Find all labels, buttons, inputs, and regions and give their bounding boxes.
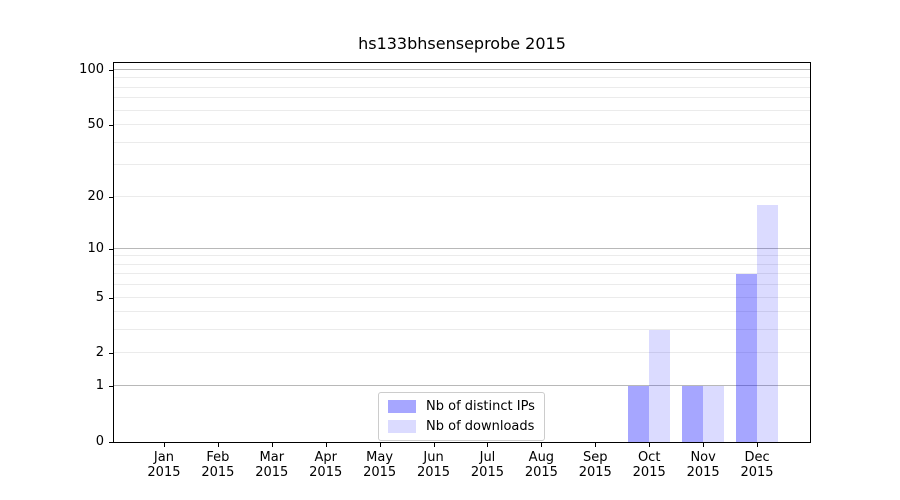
gridline-minor-2 bbox=[114, 352, 810, 354]
legend-row-downloads: Nb of downloads bbox=[388, 418, 535, 435]
distinct-ips-label: Nb of distinct IPs bbox=[426, 399, 535, 414]
gridline-minor-9 bbox=[114, 255, 810, 257]
x-tick-label-jan: Jan 2015 bbox=[147, 450, 181, 480]
gridline-minor-3 bbox=[114, 329, 810, 331]
y-tick-50 bbox=[109, 125, 113, 127]
y-tick-label-0: 0 bbox=[95, 434, 104, 449]
x-tick-label-nov: Nov 2015 bbox=[686, 450, 720, 480]
y-tick-label-5: 5 bbox=[95, 289, 104, 305]
y-tick-1 bbox=[109, 386, 113, 388]
gridline-minor-7 bbox=[114, 273, 810, 275]
x-tick-aug bbox=[541, 443, 543, 447]
gridline-minor-30 bbox=[114, 164, 810, 166]
gridline-minor-60 bbox=[114, 109, 810, 111]
gridline-minor-5 bbox=[114, 296, 810, 298]
y-tick-label-20: 20 bbox=[87, 188, 104, 204]
gridline-minor-20 bbox=[114, 195, 810, 197]
bar-downloads-dec bbox=[757, 204, 779, 442]
x-tick-apr bbox=[325, 443, 327, 447]
legend: Nb of distinct IPs Nb of downloads bbox=[378, 392, 545, 441]
chart-title: hs133bhsenseprobe 2015 bbox=[358, 34, 566, 53]
gridline-minor-6 bbox=[114, 284, 810, 286]
gridline-major-10 bbox=[114, 247, 810, 249]
x-tick-jul bbox=[487, 443, 489, 447]
y-tick-5 bbox=[109, 297, 113, 299]
x-tick-label-dec: Dec 2015 bbox=[740, 450, 774, 480]
x-tick-label-jul: Jul 2015 bbox=[470, 450, 504, 480]
y-tick-label-10: 10 bbox=[87, 240, 104, 256]
x-tick-jun bbox=[433, 443, 435, 447]
distinct-ips-swatch bbox=[388, 400, 416, 413]
gridline-minor-80 bbox=[114, 86, 810, 88]
y-tick-10 bbox=[109, 248, 113, 250]
y-tick-label-1: 1 bbox=[95, 378, 104, 394]
plot-area bbox=[113, 62, 811, 443]
legend-row-distinct-ips: Nb of distinct IPs bbox=[388, 398, 535, 415]
y-tick-label-50: 50 bbox=[87, 117, 104, 133]
gridline-minor-50 bbox=[114, 124, 810, 126]
x-tick-sep bbox=[595, 443, 597, 447]
bar-downloads-nov bbox=[703, 386, 725, 442]
y-tick-label-2: 2 bbox=[95, 345, 104, 361]
gridline-major-100 bbox=[114, 69, 810, 71]
x-tick-label-aug: Aug 2015 bbox=[524, 450, 558, 480]
x-tick-label-apr: Apr 2015 bbox=[309, 450, 343, 480]
x-tick-jan bbox=[163, 443, 165, 447]
gridline-minor-90 bbox=[114, 77, 810, 79]
bar-ips-oct bbox=[628, 386, 650, 442]
bar-downloads-oct bbox=[649, 330, 671, 442]
x-tick-label-sep: Sep 2015 bbox=[578, 450, 612, 480]
gridline-major-1 bbox=[114, 385, 810, 387]
x-tick-label-feb: Feb 2015 bbox=[201, 450, 235, 480]
x-tick-may bbox=[379, 443, 381, 447]
x-tick-feb bbox=[217, 443, 219, 447]
gridline-minor-70 bbox=[114, 97, 810, 99]
gridline-minor-8 bbox=[114, 263, 810, 265]
x-tick-label-oct: Oct 2015 bbox=[632, 450, 666, 480]
gridline-minor-40 bbox=[114, 141, 810, 143]
bar-ips-dec bbox=[736, 274, 758, 442]
y-tick-2 bbox=[109, 353, 113, 355]
x-tick-mar bbox=[271, 443, 273, 447]
x-tick-oct bbox=[649, 443, 651, 447]
gridline-minor-4 bbox=[114, 311, 810, 313]
y-tick-label-100: 100 bbox=[79, 62, 104, 78]
x-tick-label-jun: Jun 2015 bbox=[416, 450, 451, 480]
x-tick-label-mar: Mar 2015 bbox=[255, 450, 289, 480]
y-tick-100 bbox=[109, 70, 113, 72]
downloads-swatch bbox=[388, 420, 416, 433]
downloads-label: Nb of downloads bbox=[426, 419, 535, 434]
bar-ips-nov bbox=[682, 386, 704, 442]
y-tick-20 bbox=[109, 196, 113, 198]
y-tick-0 bbox=[109, 442, 113, 443]
x-tick-nov bbox=[703, 443, 705, 447]
x-tick-dec bbox=[757, 443, 759, 447]
x-tick-label-may: May 2015 bbox=[363, 450, 397, 480]
